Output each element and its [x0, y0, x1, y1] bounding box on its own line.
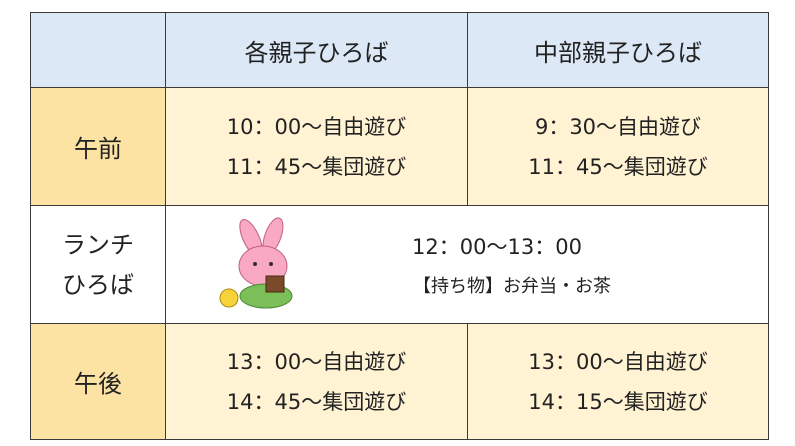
label-text: ひろば	[62, 270, 134, 299]
time-text: 13：00～自由遊び	[226, 349, 407, 374]
lunch-note: 【持ち物】お弁当・お茶	[413, 275, 611, 297]
time-text: 14：15～集団遊び	[528, 389, 708, 414]
time-cell: 13：00～自由遊び 14：15～集団遊び	[467, 323, 769, 440]
time-cell: 13：00～自由遊び 14：45～集団遊び	[165, 323, 468, 440]
bunny-illustration	[219, 217, 293, 309]
time-text: 14：45～集団遊び	[226, 389, 407, 414]
label-text: 午前	[74, 135, 122, 163]
corner-cell	[30, 12, 166, 88]
time-text: 10：00～自由遊び	[226, 114, 407, 139]
time-cell: 10：00～自由遊び 11：45～集団遊び	[165, 87, 468, 206]
time-text: 13：00～自由遊び	[528, 349, 708, 374]
lunch-cell: 12：00～13：00 【持ち物】お弁当・お茶	[165, 205, 769, 324]
lunch-time: 12：00～13：00	[412, 234, 582, 259]
time-text: 9：30～自由遊び	[534, 114, 702, 139]
row-label: ランチ ひろば	[30, 205, 166, 324]
column-header: 中部親子ひろば	[467, 12, 769, 88]
header-text: 中部親子ひろば	[534, 38, 702, 67]
time-text: 11：45～集団遊び	[226, 154, 407, 179]
row-label: 午前	[30, 87, 166, 206]
row-label: 午後	[30, 323, 166, 440]
label-text: ランチ	[62, 230, 134, 259]
time-text: 11：45～集団遊び	[528, 154, 708, 179]
column-header: 各親子ひろば	[165, 12, 468, 88]
header-text: 各親子ひろば	[244, 38, 389, 67]
label-text: 午後	[74, 370, 122, 398]
time-cell: 9：30～自由遊び 11：45～集団遊び	[467, 87, 769, 206]
